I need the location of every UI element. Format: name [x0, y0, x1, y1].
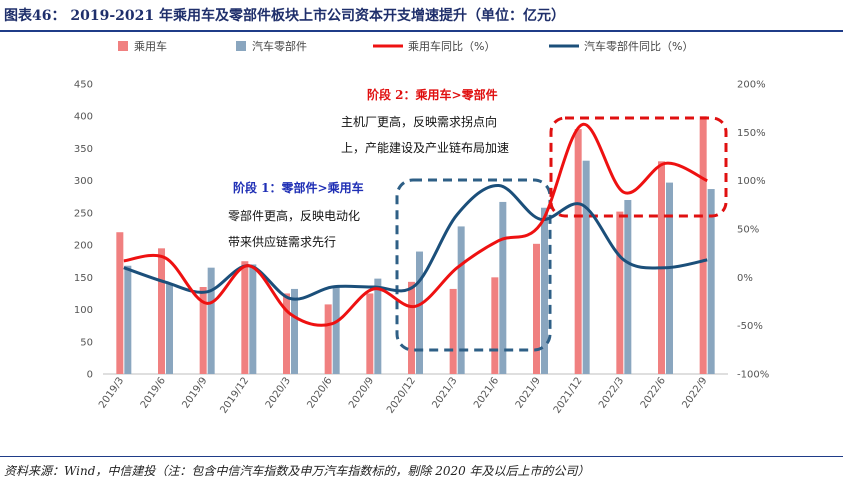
- legend: 乘用车 汽车零部件 乘用车同比（%） 汽车零部件同比（%）: [118, 39, 693, 53]
- stage2-line2: 上，产能建设及产业链布局加速: [341, 140, 509, 155]
- legend-label-parts-yoy: 汽车零部件同比（%）: [584, 39, 693, 53]
- footer-divider: [0, 456, 843, 457]
- stage1-line1: 零部件更高，反映电动化: [228, 208, 360, 223]
- left-tick-label: 0: [87, 370, 93, 381]
- legend-label-parts: 汽车零部件: [252, 39, 307, 53]
- right-tick-label: 0%: [737, 273, 753, 284]
- bar-parts: [332, 285, 340, 374]
- right-tick-label: 200%: [737, 80, 766, 91]
- left-tick-label: 50: [80, 337, 93, 348]
- bar-passenger: [449, 288, 457, 374]
- stage-boxes: [395, 116, 728, 352]
- left-axis: 0 50 100 150 200 250 300 350 400 450: [74, 80, 93, 381]
- right-tick-label: -100%: [737, 370, 769, 381]
- stage1-box: [395, 178, 552, 352]
- stage1-heading: 阶段 1：零部件>乘用车: [233, 180, 364, 195]
- chart-title: 图表46： 2019-2021 年乘用车及零部件板块上市公司资本开支增速提升（单…: [4, 8, 565, 24]
- legend-label-passenger: 乘用车: [134, 39, 167, 53]
- bar-parts: [124, 265, 132, 374]
- bar-passenger: [366, 293, 374, 374]
- legend-label-passenger-yoy: 乘用车同比（%）: [408, 39, 495, 53]
- x-axis: 2019/3 2019/6 2019/9 2019/12 2020/3 2020/6 202…: [97, 373, 728, 416]
- x-tick-label: 2021/9: [514, 375, 543, 410]
- bar-parts: [499, 201, 507, 374]
- bar-parts: [249, 264, 257, 374]
- bar-passenger: [116, 232, 124, 374]
- stage2-line1: 主机厂更高，反映需求拐点向: [341, 114, 497, 129]
- bar-parts: [707, 189, 715, 374]
- title-divider: [0, 30, 843, 32]
- left-tick-label: 250: [74, 208, 93, 219]
- stage2-heading: 阶段 2：乘用车>零部件: [367, 87, 498, 102]
- annotations: 阶段 1：零部件>乘用车 零部件更高，反映电动化 带来供应链需求先行 阶段 2：…: [228, 87, 509, 249]
- bar-passenger: [283, 293, 290, 374]
- bar-parts: [624, 200, 632, 374]
- stage1-line2: 带来供应链需求先行: [228, 234, 336, 249]
- bar-parts: [416, 251, 423, 374]
- x-tick-label: 2021/12: [552, 375, 585, 415]
- right-tick-label: 50%: [737, 225, 759, 236]
- bar-parts: [541, 207, 548, 374]
- bar-passenger: [324, 304, 332, 374]
- x-tick-label: 2020/9: [347, 375, 376, 410]
- bar-passenger: [241, 261, 249, 374]
- line-passenger-yoy: [123, 123, 708, 327]
- bar-passenger: [574, 129, 582, 374]
- right-tick-label: -50%: [737, 321, 763, 332]
- left-tick-label: 300: [74, 176, 93, 187]
- stage2-box: [549, 116, 728, 218]
- source-note: 资料来源：Wind，中信建投（注：包含中信汽车指数及申万汽车指数标的，剔除 20…: [4, 464, 590, 478]
- line-parts-yoy: [123, 184, 708, 301]
- bar-parts: [582, 160, 590, 374]
- x-tick-label: 2022/6: [639, 375, 668, 410]
- bar-passenger: [158, 248, 165, 374]
- left-tick-label: 150: [74, 273, 93, 284]
- x-tick-label: 2020/3: [264, 375, 293, 410]
- x-tick-label: 2021/6: [472, 375, 501, 410]
- bars: [116, 116, 715, 374]
- x-tick-label: 2020/12: [385, 375, 418, 415]
- bar-parts: [291, 288, 298, 374]
- right-axis: -100% -50% 0% 50% 100% 150% 200%: [737, 80, 769, 381]
- left-tick-label: 100: [74, 305, 93, 316]
- bar-passenger: [408, 281, 415, 374]
- x-tick-label: 2022/3: [597, 375, 626, 410]
- x-tick-label: 2021/3: [430, 375, 459, 410]
- bar-passenger: [199, 287, 207, 374]
- x-tick-label: 2020/6: [305, 375, 334, 410]
- left-tick-label: 200: [74, 241, 93, 252]
- x-tick-label: 2022/9: [680, 375, 709, 410]
- legend-swatch-parts: [236, 41, 246, 51]
- bar-parts: [457, 226, 465, 374]
- bar-passenger: [699, 116, 707, 374]
- right-tick-label: 150%: [737, 128, 766, 139]
- lines: [123, 123, 708, 327]
- bar-passenger: [616, 211, 624, 374]
- x-tick-label: 2019/12: [218, 375, 251, 415]
- left-tick-label: 400: [74, 112, 93, 123]
- x-tick-label: 2019/3: [97, 375, 126, 410]
- left-tick-label: 350: [74, 144, 93, 155]
- bar-parts: [207, 267, 215, 374]
- bar-parts: [166, 283, 173, 374]
- x-tick-label: 2019/9: [180, 375, 209, 410]
- legend-swatch-passenger: [118, 41, 128, 51]
- right-tick-label: 100%: [737, 176, 766, 187]
- left-tick-label: 450: [74, 80, 93, 91]
- bar-passenger: [491, 277, 499, 374]
- bar-parts: [374, 278, 382, 374]
- bar-parts: [666, 182, 673, 374]
- bar-passenger: [533, 243, 540, 374]
- x-tick-label: 2019/6: [139, 375, 168, 410]
